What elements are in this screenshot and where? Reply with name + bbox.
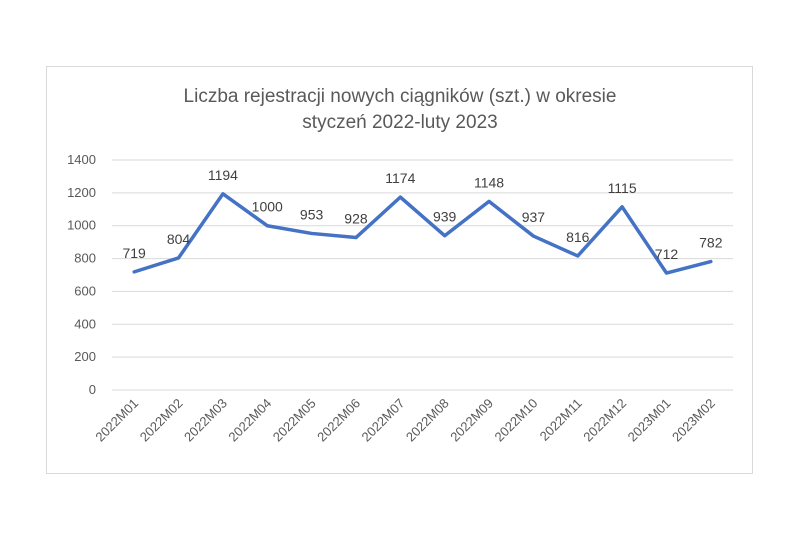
y-tick-label: 400 <box>74 316 96 331</box>
data-label: 939 <box>433 209 457 225</box>
x-tick-label: 2023M02 <box>669 396 718 445</box>
data-label: 1115 <box>608 180 637 196</box>
y-tick-label: 600 <box>74 283 96 298</box>
gridlines <box>112 159 733 391</box>
chart-frame <box>46 66 753 474</box>
x-tick-label: 2022M07 <box>358 396 407 445</box>
y-tick-label: 1200 <box>67 185 96 200</box>
x-tick-label: 2022M03 <box>181 396 230 445</box>
x-tick-label: 2022M04 <box>225 396 274 445</box>
data-label: 953 <box>300 206 324 222</box>
y-tick-label: 0 <box>89 382 96 397</box>
data-label: 804 <box>167 231 191 247</box>
x-tick-label: 2022M05 <box>270 396 319 445</box>
y-tick-label: 1400 <box>67 152 96 167</box>
x-tick-label: 2023M01 <box>625 396 674 445</box>
data-label: 1000 <box>252 199 283 215</box>
x-tick-label: 2022M08 <box>403 396 452 445</box>
data-label: 719 <box>122 245 146 261</box>
data-label: 816 <box>566 229 590 245</box>
x-tick-label: 2022M09 <box>447 396 496 445</box>
x-tick-label: 2022M06 <box>314 396 363 445</box>
data-label: 1148 <box>474 174 504 190</box>
data-labels: 719 804 1194 1000 953 928 1174 939 1148 937 816 111… <box>122 167 722 262</box>
data-label: 782 <box>699 235 723 251</box>
x-tick-label: 2022M11 <box>537 396 585 444</box>
chart-title-line-1: Liczba rejestracji nowych ciągników (szt… <box>183 86 617 107</box>
x-tick-label: 2022M12 <box>580 396 629 445</box>
series-line <box>132 192 713 275</box>
x-tick-label: 2022M01 <box>92 396 141 445</box>
y-tick-label: 1000 <box>67 218 96 233</box>
series-layer <box>132 192 713 275</box>
x-tick-label: 2022M10 <box>492 396 541 445</box>
chart-title-line-2: styczeń 2022-luty 2023 <box>302 112 498 133</box>
data-label: 928 <box>344 211 368 227</box>
y-tick-label: 800 <box>74 251 96 266</box>
data-label: 712 <box>655 246 679 262</box>
data-label: 1194 <box>208 167 238 183</box>
x-axis-ticks: 2022M012022M022022M032022M042022M052022M… <box>92 396 718 445</box>
x-tick-label: 2022M02 <box>137 396 186 445</box>
y-tick-label: 200 <box>74 349 96 364</box>
data-label: 1174 <box>385 170 415 186</box>
y-axis-ticks: 0 200 400 600 800 1000 1200 1400 <box>67 152 96 397</box>
chart-title: Liczba rejestracji nowych ciągników (szt… <box>0 84 800 136</box>
data-label: 937 <box>522 209 546 225</box>
